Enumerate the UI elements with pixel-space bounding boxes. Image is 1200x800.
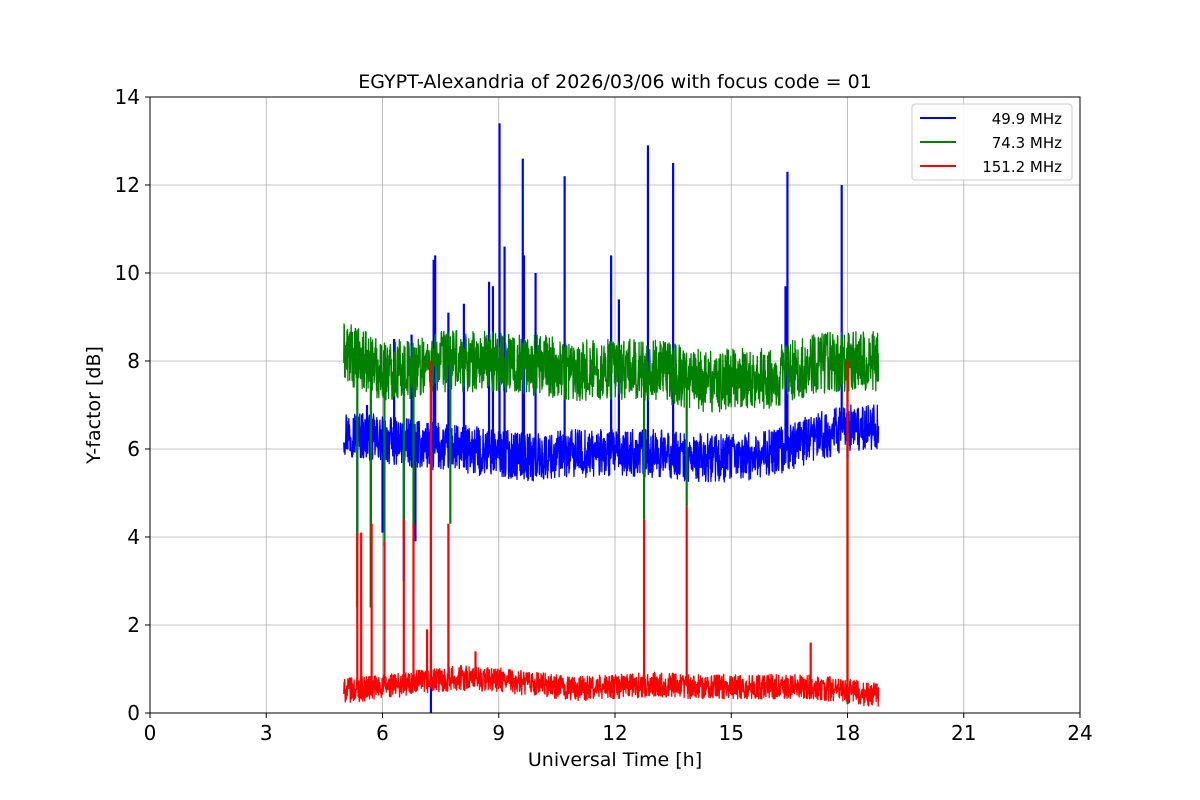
x-tick-label: 18 (835, 721, 860, 745)
y-tick-label: 12 (115, 173, 140, 197)
y-tick-label: 2 (127, 613, 140, 637)
legend-entry: 151.2 MHz (982, 158, 1062, 176)
y-tick-label: 4 (127, 525, 140, 549)
legend-entry: 74.3 MHz (992, 134, 1062, 152)
chart-title: EGYPT-Alexandria of 2026/03/06 with focu… (358, 71, 872, 93)
x-tick-label: 6 (376, 721, 389, 745)
y-tick-label: 8 (127, 349, 140, 373)
x-tick-label: 0 (144, 721, 157, 745)
series-line (343, 665, 880, 707)
x-tick-label: 12 (602, 721, 627, 745)
legend: 49.9 MHz 74.3 MHz 151.2 MHz (911, 103, 1073, 181)
x-axis: 0 3 6 9 12 15 18 21 24 (144, 713, 1093, 745)
x-tick-label: 21 (951, 721, 976, 745)
y-tick-label: 14 (115, 85, 140, 109)
x-tick-label: 3 (260, 721, 273, 745)
series-layer (343, 123, 880, 713)
series-line (343, 323, 880, 413)
y-tick-label: 10 (115, 261, 140, 285)
x-tick-label: 15 (719, 721, 744, 745)
x-axis-label: Universal Time [h] (528, 749, 702, 771)
y-tick-label: 0 (127, 701, 140, 725)
legend-box (911, 103, 1073, 181)
y-tick-label: 6 (127, 437, 140, 461)
y-axis-label: Y-factor [dB] (83, 346, 105, 465)
legend-entry: 49.9 MHz (992, 110, 1062, 128)
series-line (343, 403, 880, 483)
x-tick-label: 24 (1067, 721, 1092, 745)
x-tick-label: 9 (492, 721, 505, 745)
y-axis: 0 2 4 6 8 10 12 14 (115, 85, 150, 725)
